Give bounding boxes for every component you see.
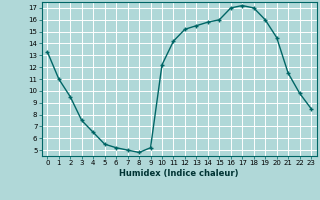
X-axis label: Humidex (Indice chaleur): Humidex (Indice chaleur) (119, 169, 239, 178)
